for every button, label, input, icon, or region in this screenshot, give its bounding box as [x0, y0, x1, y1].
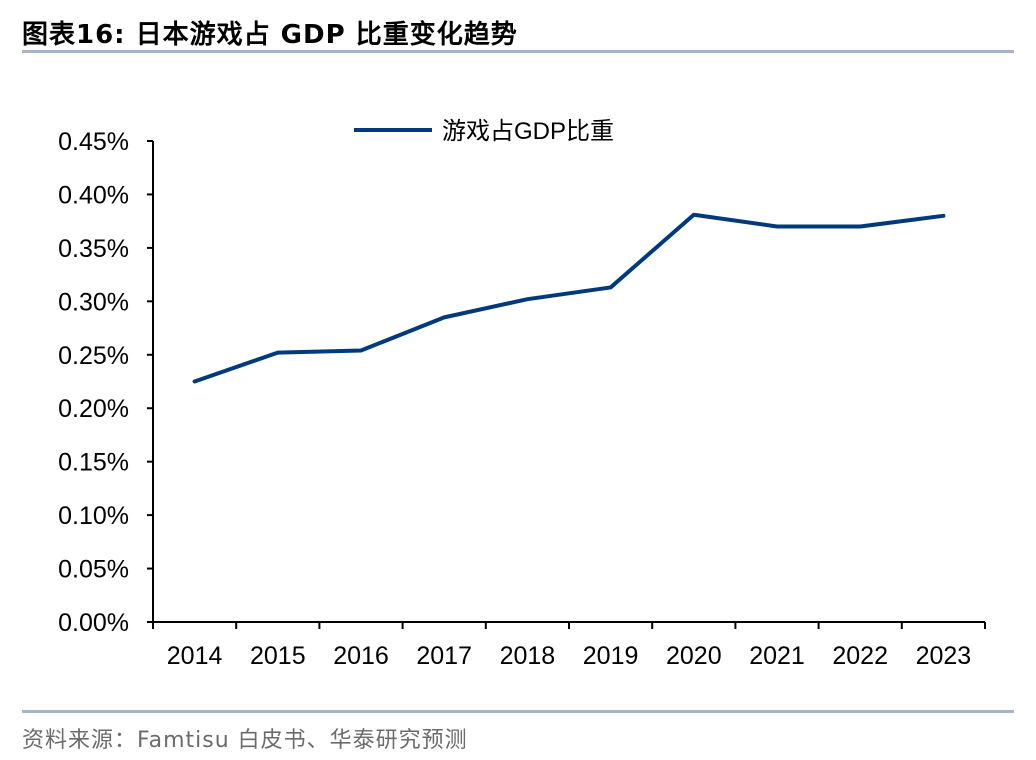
y-tick-label: 0.25%	[58, 342, 129, 370]
y-tick-label: 0.30%	[58, 288, 129, 316]
y-tick-label: 0.20%	[58, 395, 129, 423]
x-tick-label: 2023	[916, 642, 972, 670]
x-tick-label: 2014	[167, 642, 223, 670]
x-tick-label: 2016	[333, 642, 389, 670]
source-note: 资料来源：Famtisu 白皮书、华泰研究预测	[22, 728, 468, 753]
y-tick-label: 0.00%	[58, 609, 129, 637]
x-tick-label: 2022	[832, 642, 888, 670]
y-tick-label: 0.10%	[58, 502, 129, 530]
x-tick-label: 2019	[583, 642, 639, 670]
series-line	[192, 212, 946, 384]
x-tick-label: 2021	[749, 642, 805, 670]
y-tick-label: 0.05%	[58, 556, 129, 584]
x-tick-label: 2015	[250, 642, 306, 670]
x-tick-label: 2018	[500, 642, 556, 670]
x-tick-label: 2020	[666, 642, 722, 670]
y-tick-label: 0.40%	[58, 181, 129, 209]
x-tick-label: 2017	[416, 642, 472, 670]
y-tick-label: 0.45%	[58, 128, 129, 156]
title-divider	[22, 50, 1014, 53]
source-divider	[22, 710, 1014, 713]
y-tick-label: 0.35%	[58, 235, 129, 263]
y-tick-label: 0.15%	[58, 449, 129, 477]
chart-title: 图表16: 日本游戏占 GDP 比重变化趋势	[22, 20, 518, 50]
legend-label: 游戏占GDP比重	[442, 118, 614, 145]
